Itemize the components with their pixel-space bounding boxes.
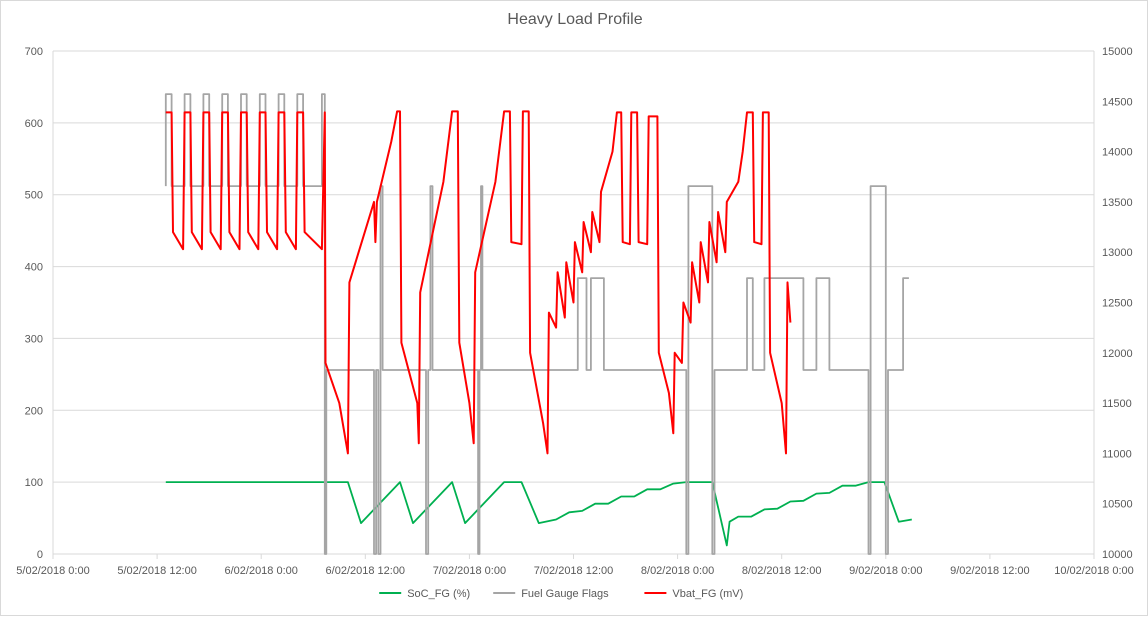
y-right-tick-label: 13000 xyxy=(1102,247,1133,259)
y-right-tick-label: 12500 xyxy=(1102,298,1133,310)
x-tick-label: 8/02/2018 12:00 xyxy=(742,565,822,577)
y-right-tick-label: 15000 xyxy=(1102,46,1133,58)
x-tick-label: 8/02/2018 0:00 xyxy=(641,565,714,577)
y-left-tick-label: 600 xyxy=(25,118,43,130)
y-right-tick-label: 14500 xyxy=(1102,96,1133,108)
legend-label: Vbat_FG (mV) xyxy=(672,588,743,600)
y-left-tick-label: 0 xyxy=(37,549,43,561)
x-tick-label: 9/02/2018 0:00 xyxy=(849,565,922,577)
y-left-tick-label: 200 xyxy=(25,405,43,417)
y-left-tick-label: 700 xyxy=(25,46,43,58)
series-line-vbat-fg-mv xyxy=(165,110,792,455)
y-left-tick-label: 100 xyxy=(25,477,43,489)
y-right-tick-label: 14000 xyxy=(1102,147,1133,159)
y-right-tick-label: 10000 xyxy=(1102,549,1133,561)
y-right-tick-label: 13500 xyxy=(1102,197,1133,209)
x-tick-label: 5/02/2018 12:00 xyxy=(117,565,197,577)
y-left-tick-label: 400 xyxy=(25,262,43,274)
y-right-tick-label: 12000 xyxy=(1102,348,1133,360)
y-right-tick-label: 11500 xyxy=(1102,398,1132,410)
y-right-tick-label: 10500 xyxy=(1102,499,1133,511)
legend-label: SoC_FG (%) xyxy=(407,588,470,600)
x-tick-label: 6/02/2018 0:00 xyxy=(224,565,297,577)
y-right-tick-label: 11000 xyxy=(1102,448,1132,460)
x-tick-label: 7/02/2018 12:00 xyxy=(534,565,614,577)
chart-title: Heavy Load Profile xyxy=(507,11,643,28)
y-left-tick-label: 300 xyxy=(25,333,43,345)
series-line-fuel-gauge-flags xyxy=(164,93,909,555)
x-tick-label: 10/02/2018 0:00 xyxy=(1054,565,1134,577)
x-tick-label: 7/02/2018 0:00 xyxy=(433,565,506,577)
legend-label: Fuel Gauge Flags xyxy=(521,588,609,600)
x-tick-label: 9/02/2018 12:00 xyxy=(950,565,1030,577)
series-line-soc-fg xyxy=(165,481,912,547)
y-left-tick-label: 500 xyxy=(25,190,43,202)
x-tick-label: 5/02/2018 0:00 xyxy=(16,565,89,577)
x-tick-label: 6/02/2018 12:00 xyxy=(326,565,406,577)
